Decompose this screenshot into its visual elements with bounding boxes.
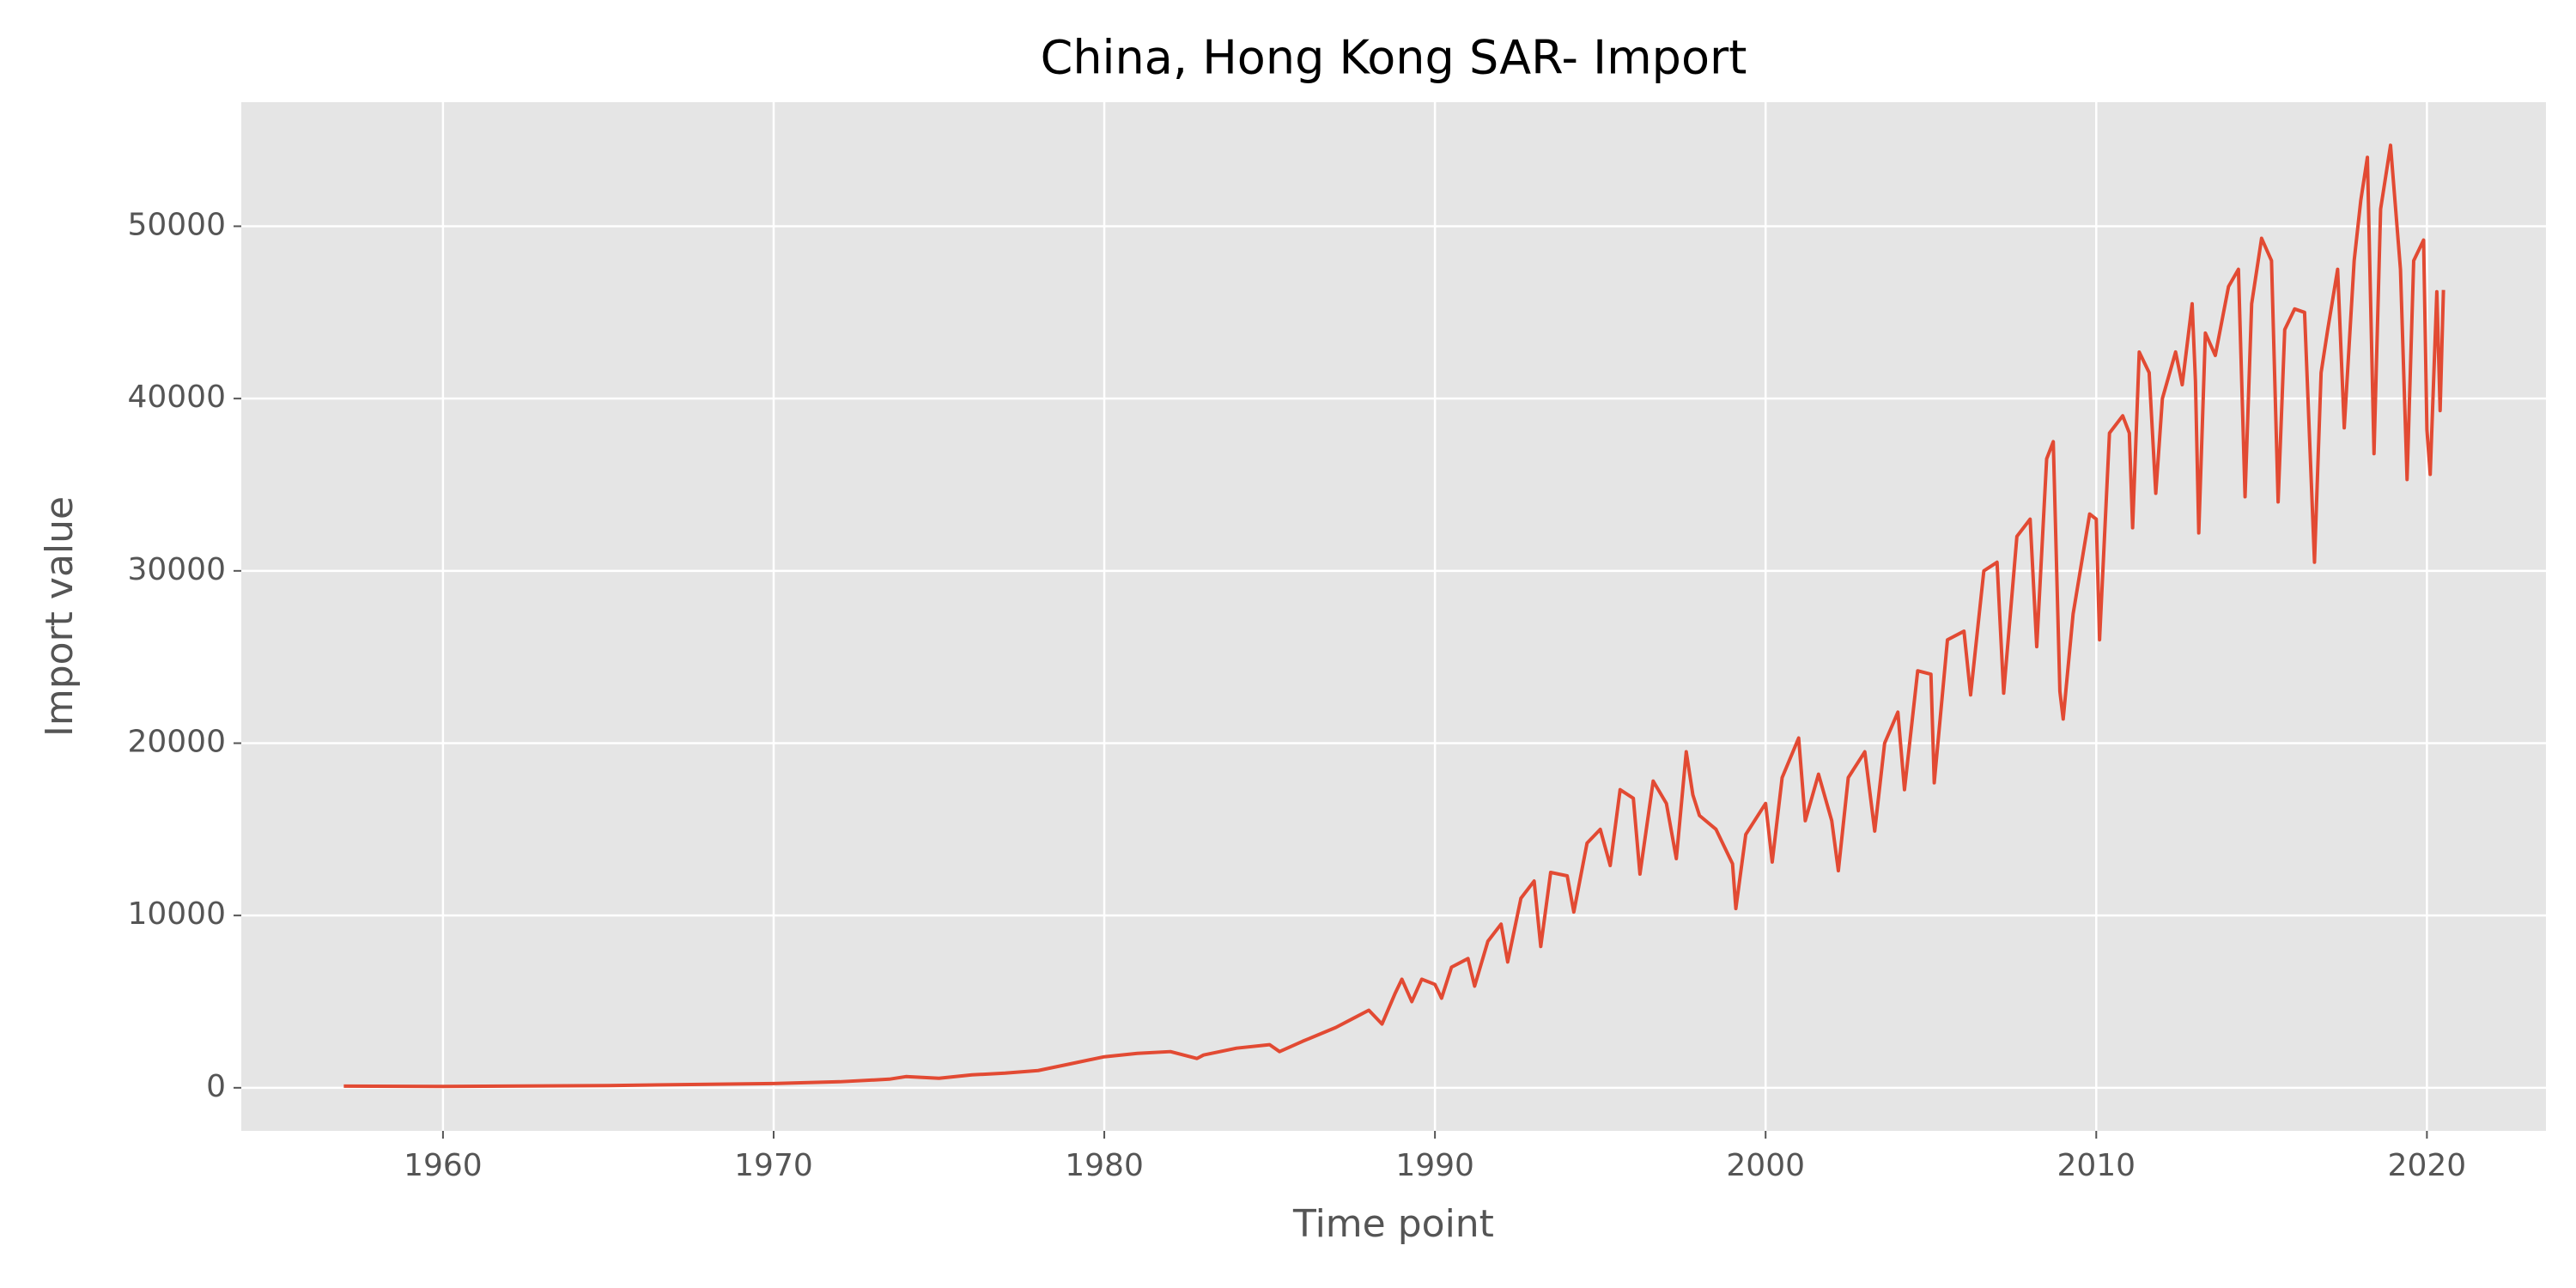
x-axis-label: Time point xyxy=(1292,1202,1494,1246)
x-tick-label: 1960 xyxy=(404,1148,483,1183)
plot-background xyxy=(241,102,2546,1131)
data-line xyxy=(343,143,2445,1089)
y-tick-label: 20000 xyxy=(127,724,226,759)
y-axis-label: Import value xyxy=(38,496,82,737)
x-tick-label: 2000 xyxy=(1726,1148,1805,1183)
x-tick-label: 2010 xyxy=(2057,1148,2136,1183)
x-tick-label: 1970 xyxy=(734,1148,813,1183)
y-tick-label: 40000 xyxy=(127,380,226,415)
y-tick-label: 0 xyxy=(206,1069,226,1104)
y-tick-label: 10000 xyxy=(127,896,226,932)
chart-title: China, Hong Kong SAR- Import xyxy=(1041,31,1747,85)
y-tick-label: 30000 xyxy=(127,552,226,587)
x-tick-label: 2020 xyxy=(2388,1148,2467,1183)
x-tick-label: 1990 xyxy=(1395,1148,1474,1183)
x-tick-label: 1980 xyxy=(1065,1148,1144,1183)
y-tick-label: 50000 xyxy=(127,207,226,242)
